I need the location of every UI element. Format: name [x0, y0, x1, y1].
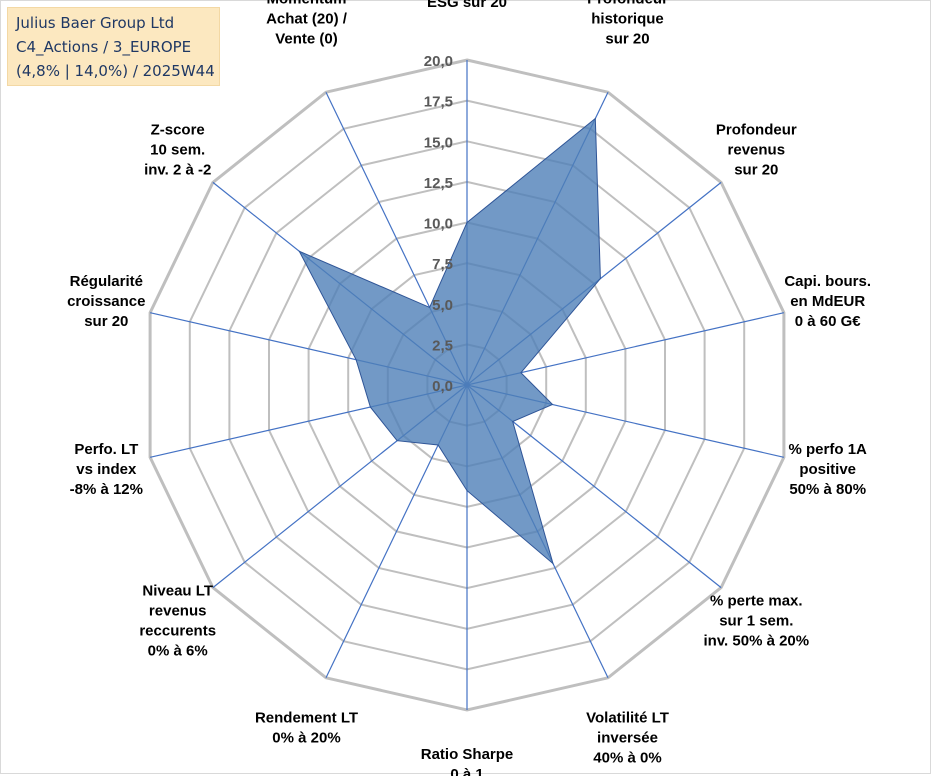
axis-label-line: positive [799, 461, 856, 478]
tick-label: 12,5 [424, 175, 453, 192]
axis-label: Profondeur revenus sur 20 [716, 121, 797, 178]
tick-label: 2,5 [432, 337, 453, 354]
axis-label-line: 0 à 1 [450, 766, 483, 776]
performance-period: (4,8% | 14,0%) / 2025W44 [16, 62, 215, 80]
axis-label-line: 10 sem. [150, 141, 205, 158]
axis-label-line: Régularité [70, 273, 143, 290]
axis-label-line: 50% à 80% [789, 481, 866, 498]
axis-label-line: Profondeur [716, 121, 797, 138]
axis-label: Ratio Sharpe 0 à 1 [421, 746, 514, 776]
axis-label: Perfo. LT vs index -8% à 12% [70, 441, 143, 498]
axis-label-line: historique [591, 11, 664, 28]
tick-label: 7,5 [432, 256, 453, 273]
axis-label-line: 40% à 0% [593, 749, 661, 766]
security-name: Julius Baer Group Ltd [16, 14, 175, 32]
axis-label-line: revenus [149, 603, 207, 620]
axis-label-line: Momentum [267, 0, 347, 8]
axis-label: Niveau LT revenus reccurents 0% à 6% [139, 583, 216, 660]
axis-label-line: Perfo. LT [74, 441, 138, 458]
axis-label-line: revenus [728, 141, 786, 158]
axis-label: Rendement LT 0% à 20% [255, 709, 358, 746]
axis-label-line: % perfo 1A [789, 441, 868, 458]
axis-label-line: Capi. bours. [784, 273, 871, 290]
axis-label-line: Ratio Sharpe [421, 746, 514, 763]
axis-label-line: croissance [67, 293, 145, 310]
radial-tick-labels: 0,0 2,5 5,0 7,5 10,0 12,5 15,0 17,5 20,0 [424, 53, 453, 395]
radar-series [298, 117, 601, 566]
axis-label-line: inv. 2 à -2 [144, 161, 211, 178]
axis-label: % perte max. sur 1 sem. inv. 50% à 20% [703, 593, 809, 650]
tick-label: 10,0 [424, 216, 453, 233]
axis-label: Capi. bours. en MdEUR 0 à 60 G€ [784, 273, 871, 330]
data-area [298, 117, 601, 566]
axis-label-line: inversée [597, 729, 658, 746]
tick-label: 15,0 [424, 134, 453, 151]
axis-label-line: Achat (20) / [266, 11, 348, 28]
axis-labels: NoteESG sur 20 Profondeur historique sur 20… [67, 0, 871, 776]
tick-label: 5,0 [432, 297, 453, 314]
axis-label-line: % perte max. [710, 593, 803, 610]
axis-label-line: 0% à 20% [272, 729, 340, 746]
axis-label-line: sur 20 [84, 313, 128, 330]
axis-label-line: reccurents [139, 623, 216, 640]
axis-label-line: Niveau LT [142, 583, 213, 600]
axis-label-line: en MdEUR [790, 293, 865, 310]
axis-label-line: 0% à 6% [148, 643, 208, 660]
tick-label: 20,0 [424, 53, 453, 70]
axis-label-line: Volatilité LT [586, 709, 669, 726]
axis-label: Régularité croissance sur 20 [67, 273, 145, 330]
axis-label-line: vs index [76, 461, 137, 478]
axis-label-line: inv. 50% à 20% [703, 633, 809, 650]
axis-label-line: Rendement LT [255, 709, 358, 726]
axis-label-line: sur 20 [605, 31, 649, 48]
axis-label: % perfo 1A positive 50% à 80% [789, 441, 868, 498]
tick-label: 17,5 [424, 94, 453, 111]
axis-label-line: sur 1 sem. [719, 613, 793, 630]
security-info-box: Julius Baer Group Ltd C4_Actions / 3_EUR… [7, 7, 220, 86]
tick-label: 0,0 [432, 378, 453, 395]
axis-label: Profondeur historique sur 20 [587, 0, 668, 48]
axis-label-line: Profondeur [587, 0, 668, 8]
axis-label: Z-score 10 sem. inv. 2 à -2 [144, 121, 211, 178]
axis-label: Momentum Achat (20) / Vente (0) [266, 0, 348, 48]
axis-label-line: 0 à 60 G€ [795, 313, 862, 330]
axis-label-line: sur 20 [734, 161, 778, 178]
axis-label-line: Vente (0) [275, 31, 338, 48]
axis-label-line: Z-score [151, 121, 205, 138]
axis-label: NoteESG sur 20 [427, 0, 507, 11]
portfolio-category: C4_Actions / 3_EUROPE [16, 38, 192, 56]
axis-label-line: ESG sur 20 [427, 0, 507, 11]
axis-label-line: -8% à 12% [70, 481, 143, 498]
axis-label: Volatilité LT inversée 40% à 0% [586, 709, 669, 766]
